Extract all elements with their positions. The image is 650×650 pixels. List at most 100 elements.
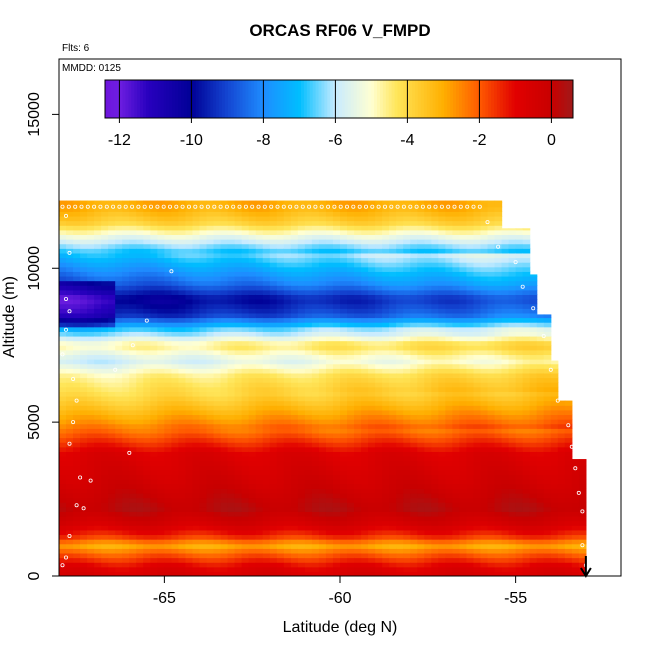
- heatmap-cell: [311, 377, 320, 383]
- heatmap-cell: [417, 423, 425, 429]
- heatmap-cell: [171, 502, 180, 508]
- heatmap-cell: [269, 557, 278, 563]
- heatmap-cell: [59, 552, 67, 559]
- heatmap-cell: [66, 543, 74, 549]
- heatmap-cell: [325, 234, 334, 240]
- heatmap-cell: [290, 395, 299, 402]
- heatmap-cell: [101, 543, 109, 549]
- heatmap-cell: [192, 382, 201, 388]
- heatmap-cell: [115, 525, 123, 531]
- heatmap-cell: [340, 488, 348, 494]
- heatmap-cell: [318, 419, 327, 425]
- heatmap-cell: [361, 294, 369, 300]
- heatmap-cell: [101, 428, 109, 434]
- heatmap-cell: [347, 455, 355, 462]
- heatmap-cell: [213, 308, 222, 314]
- heatmap-cell: [192, 539, 201, 545]
- heatmap-cell: [438, 460, 446, 466]
- heatmap-cell: [304, 312, 313, 319]
- heatmap-cell: [340, 331, 348, 337]
- heatmap-cell: [213, 363, 222, 369]
- heatmap-cell: [410, 479, 418, 485]
- heatmap-cell: [80, 511, 88, 517]
- heatmap-cell: [290, 557, 299, 563]
- heatmap-cell: [396, 548, 404, 554]
- heatmap-cell: [325, 428, 334, 434]
- heatmap-cell: [80, 363, 88, 369]
- heatmap-cell: [438, 211, 446, 217]
- heatmap-cell: [213, 248, 222, 254]
- heatmap-cell: [318, 446, 327, 452]
- heatmap-cell: [276, 326, 285, 332]
- heatmap-cell: [466, 280, 475, 286]
- heatmap-cell: [129, 469, 137, 476]
- heatmap-cell: [87, 428, 95, 434]
- heatmap-cell: [304, 557, 313, 563]
- heatmap-cell: [375, 465, 383, 471]
- heatmap-cell: [297, 455, 306, 462]
- heatmap-cell: [129, 400, 137, 406]
- heatmap-cell: [213, 285, 222, 291]
- heatmap-cell: [417, 502, 425, 508]
- heatmap-cell: [80, 428, 88, 434]
- heatmap-cell: [340, 266, 348, 272]
- heatmap-cell: [480, 248, 489, 254]
- heatmap-cell: [332, 543, 341, 549]
- heatmap-cell: [382, 262, 390, 268]
- heatmap-cell: [213, 211, 222, 217]
- heatmap-cell: [382, 322, 390, 328]
- heatmap-cell: [403, 557, 411, 563]
- heatmap-cell: [192, 317, 201, 323]
- heatmap-cell: [129, 271, 137, 277]
- heatmap-cell: [452, 312, 461, 319]
- heatmap-cell: [248, 368, 257, 374]
- heatmap-cell: [122, 220, 130, 226]
- heatmap-cell: [262, 460, 271, 466]
- heatmap-cell: [164, 423, 173, 429]
- heatmap-cell: [410, 225, 418, 231]
- heatmap-cell: [340, 571, 348, 576]
- heatmap-cell: [410, 308, 418, 314]
- heatmap-cell: [227, 400, 236, 406]
- heatmap-cell: [361, 432, 369, 439]
- heatmap-cell: [192, 354, 201, 360]
- heatmap-cell: [206, 266, 215, 272]
- heatmap-cell: [283, 520, 292, 526]
- heatmap-cell: [332, 294, 341, 300]
- heatmap-cell: [304, 511, 313, 517]
- heatmap-cell: [178, 552, 187, 559]
- heatmap-cell: [311, 372, 320, 379]
- heatmap-cell: [220, 442, 229, 448]
- heatmap-cell: [199, 234, 208, 240]
- heatmap-cell: [480, 266, 489, 272]
- heatmap-cell: [87, 299, 95, 305]
- heatmap-cell: [347, 515, 355, 522]
- heatmap-cell: [220, 248, 229, 254]
- heatmap-cell: [122, 345, 130, 351]
- heatmap-cell: [340, 529, 348, 536]
- heatmap-cell: [213, 349, 222, 356]
- heatmap-cell: [403, 423, 411, 429]
- heatmap-cell: [283, 529, 292, 536]
- heatmap-cell: [410, 474, 418, 480]
- heatmap-cell: [417, 469, 425, 476]
- heatmap-cell: [276, 368, 285, 374]
- heatmap-cell: [304, 354, 313, 360]
- heatmap-cell: [108, 331, 116, 337]
- heatmap-cell: [403, 414, 411, 420]
- heatmap-cell: [361, 317, 369, 323]
- heatmap-cell: [311, 225, 320, 231]
- heatmap-cell: [171, 372, 180, 379]
- heatmap-cell: [396, 335, 404, 342]
- heatmap-cell: [452, 479, 461, 485]
- heatmap-cell: [318, 465, 327, 471]
- heatmap-cell: [332, 363, 341, 369]
- heatmap-cell: [234, 275, 243, 282]
- heatmap-cell: [459, 405, 468, 411]
- heatmap-cell: [318, 529, 327, 536]
- heatmap-cell: [445, 202, 454, 208]
- heatmap-cell: [403, 432, 411, 439]
- heatmap-cell: [213, 200, 222, 203]
- heatmap-cell: [213, 215, 222, 222]
- heatmap-cell: [94, 335, 102, 342]
